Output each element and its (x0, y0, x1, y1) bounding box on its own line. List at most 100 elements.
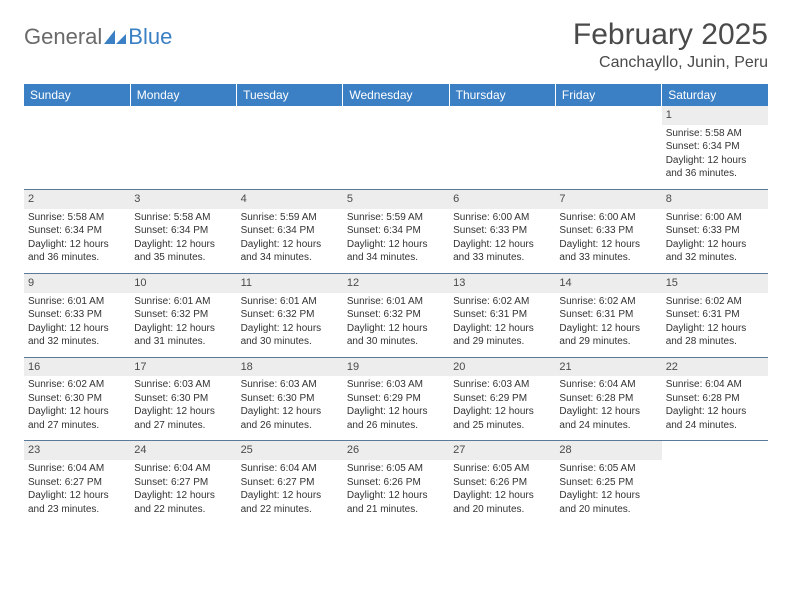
daylight-text: Daylight: 12 hours (559, 405, 657, 419)
daylight-text: and 32 minutes. (666, 251, 764, 265)
day-number: 28 (555, 441, 661, 460)
calendar-cell: 13Sunrise: 6:02 AMSunset: 6:31 PMDayligh… (449, 273, 555, 357)
daylight-text: and 35 minutes. (134, 251, 232, 265)
title-block: February 2025 Canchayllo, Junin, Peru (573, 18, 768, 72)
daylight-text: and 34 minutes. (347, 251, 445, 265)
sunrise-text: Sunrise: 5:58 AM (134, 211, 232, 225)
calendar-cell: 14Sunrise: 6:02 AMSunset: 6:31 PMDayligh… (555, 273, 661, 357)
calendar: Sunday Monday Tuesday Wednesday Thursday… (24, 84, 768, 524)
daylight-text: Daylight: 12 hours (347, 405, 445, 419)
day-number: 23 (24, 441, 130, 460)
sunset-text: Sunset: 6:30 PM (134, 392, 232, 406)
logo: General Blue (24, 24, 172, 50)
daylight-text: Daylight: 12 hours (453, 322, 551, 336)
day-number: 24 (130, 441, 236, 460)
calendar-cell: 20Sunrise: 6:03 AMSunset: 6:29 PMDayligh… (449, 357, 555, 441)
sunset-text: Sunset: 6:31 PM (559, 308, 657, 322)
calendar-cell: 1Sunrise: 5:58 AMSunset: 6:34 PMDaylight… (662, 106, 768, 189)
calendar-cell: 15Sunrise: 6:02 AMSunset: 6:31 PMDayligh… (662, 273, 768, 357)
calendar-cell (662, 441, 768, 524)
daylight-text: Daylight: 12 hours (241, 489, 339, 503)
daylight-text: and 29 minutes. (559, 335, 657, 349)
day-number: 4 (237, 190, 343, 209)
calendar-cell (343, 106, 449, 189)
sunrise-text: Sunrise: 6:04 AM (666, 378, 764, 392)
daylight-text: Daylight: 12 hours (241, 238, 339, 252)
daylight-text: Daylight: 12 hours (559, 238, 657, 252)
calendar-cell: 2Sunrise: 5:58 AMSunset: 6:34 PMDaylight… (24, 189, 130, 273)
daylight-text: and 28 minutes. (666, 335, 764, 349)
daylight-text: and 33 minutes. (453, 251, 551, 265)
daylight-text: and 25 minutes. (453, 419, 551, 433)
daylight-text: and 23 minutes. (28, 503, 126, 517)
daylight-text: and 32 minutes. (28, 335, 126, 349)
page-title: February 2025 (573, 18, 768, 52)
daylight-text: Daylight: 12 hours (28, 238, 126, 252)
daylight-text: and 29 minutes. (453, 335, 551, 349)
day-number: 27 (449, 441, 555, 460)
sunset-text: Sunset: 6:33 PM (28, 308, 126, 322)
daylight-text: Daylight: 12 hours (347, 489, 445, 503)
calendar-cell: 11Sunrise: 6:01 AMSunset: 6:32 PMDayligh… (237, 273, 343, 357)
calendar-cell (449, 106, 555, 189)
sunset-text: Sunset: 6:34 PM (134, 224, 232, 238)
calendar-cell: 19Sunrise: 6:03 AMSunset: 6:29 PMDayligh… (343, 357, 449, 441)
sunset-text: Sunset: 6:30 PM (241, 392, 339, 406)
weekday-header: Sunday (24, 84, 130, 106)
calendar-cell: 28Sunrise: 6:05 AMSunset: 6:25 PMDayligh… (555, 441, 661, 524)
header: General Blue February 2025 Canchayllo, J… (24, 18, 768, 72)
daylight-text: Daylight: 12 hours (666, 405, 764, 419)
day-number: 21 (555, 358, 661, 377)
sunset-text: Sunset: 6:33 PM (559, 224, 657, 238)
calendar-cell: 16Sunrise: 6:02 AMSunset: 6:30 PMDayligh… (24, 357, 130, 441)
daylight-text: and 33 minutes. (559, 251, 657, 265)
day-number: 3 (130, 190, 236, 209)
day-number: 18 (237, 358, 343, 377)
daylight-text: Daylight: 12 hours (241, 405, 339, 419)
daylight-text: and 36 minutes. (28, 251, 126, 265)
daylight-text: and 24 minutes. (666, 419, 764, 433)
daylight-text: and 30 minutes. (241, 335, 339, 349)
sunrise-text: Sunrise: 6:02 AM (559, 295, 657, 309)
daylight-text: Daylight: 12 hours (347, 238, 445, 252)
calendar-cell: 10Sunrise: 6:01 AMSunset: 6:32 PMDayligh… (130, 273, 236, 357)
weekday-header: Monday (130, 84, 236, 106)
sunset-text: Sunset: 6:27 PM (241, 476, 339, 490)
sunset-text: Sunset: 6:25 PM (559, 476, 657, 490)
daylight-text: Daylight: 12 hours (134, 405, 232, 419)
daylight-text: and 36 minutes. (666, 167, 764, 181)
sunset-text: Sunset: 6:31 PM (666, 308, 764, 322)
sunset-text: Sunset: 6:31 PM (453, 308, 551, 322)
logo-text-1: General (24, 24, 102, 50)
day-number: 26 (343, 441, 449, 460)
calendar-cell: 5Sunrise: 5:59 AMSunset: 6:34 PMDaylight… (343, 189, 449, 273)
sunrise-text: Sunrise: 6:02 AM (666, 295, 764, 309)
sunset-text: Sunset: 6:33 PM (453, 224, 551, 238)
calendar-cell: 9Sunrise: 6:01 AMSunset: 6:33 PMDaylight… (24, 273, 130, 357)
day-number: 6 (449, 190, 555, 209)
calendar-row: 2Sunrise: 5:58 AMSunset: 6:34 PMDaylight… (24, 189, 768, 273)
weekday-header: Saturday (662, 84, 768, 106)
day-number: 14 (555, 274, 661, 293)
daylight-text: Daylight: 12 hours (347, 322, 445, 336)
daylight-text: Daylight: 12 hours (453, 238, 551, 252)
day-number: 5 (343, 190, 449, 209)
day-number: 9 (24, 274, 130, 293)
calendar-cell: 7Sunrise: 6:00 AMSunset: 6:33 PMDaylight… (555, 189, 661, 273)
calendar-cell: 22Sunrise: 6:04 AMSunset: 6:28 PMDayligh… (662, 357, 768, 441)
weekday-header: Thursday (449, 84, 555, 106)
calendar-cell: 6Sunrise: 6:00 AMSunset: 6:33 PMDaylight… (449, 189, 555, 273)
daylight-text: Daylight: 12 hours (28, 489, 126, 503)
sunrise-text: Sunrise: 6:01 AM (347, 295, 445, 309)
sunset-text: Sunset: 6:32 PM (241, 308, 339, 322)
calendar-cell: 3Sunrise: 5:58 AMSunset: 6:34 PMDaylight… (130, 189, 236, 273)
sunrise-text: Sunrise: 6:03 AM (134, 378, 232, 392)
daylight-text: and 20 minutes. (453, 503, 551, 517)
calendar-row: 9 Sunrise: 6:01 AM Sunset: 6:33 PM Daylight… (24, 273, 768, 357)
daylight-text: Daylight: 12 hours (453, 405, 551, 419)
daylight-text: Daylight: 12 hours (28, 405, 126, 419)
day-number: 12 (343, 274, 449, 293)
weekday-header: Wednesday (343, 84, 449, 106)
calendar-cell: 25Sunrise: 6:04 AMSunset: 6:27 PMDayligh… (237, 441, 343, 524)
daylight-text: Daylight: 12 hours (241, 322, 339, 336)
